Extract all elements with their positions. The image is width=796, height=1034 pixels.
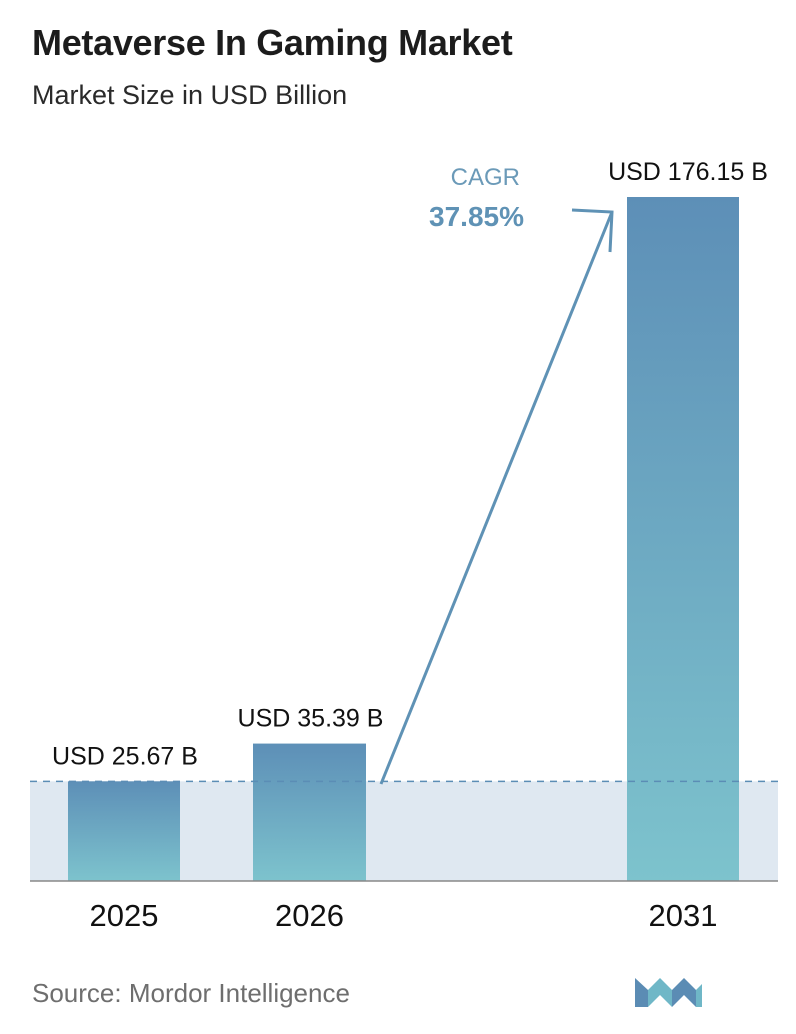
x-tick-label-2026: 2026 — [275, 898, 344, 933]
bars — [68, 197, 739, 881]
x-tick-label-2025: 2025 — [90, 898, 159, 933]
source-text: Source: Mordor Intelligence — [32, 978, 350, 1008]
bar-2025 — [68, 781, 180, 881]
bar-value-label-2026: USD 35.39 B — [238, 705, 384, 733]
bar-value-label-2031: USD 176.15 B — [608, 158, 768, 186]
mordor-intelligence-logo — [635, 978, 702, 1007]
cagr-value: 37.85% — [429, 201, 524, 232]
chart-subtitle: Market Size in USD Billion — [32, 80, 348, 110]
bar-value-labels: USD 25.67 B USD 35.39 B USD 176.15 B — [52, 158, 768, 770]
cagr-label: CAGR — [451, 164, 520, 191]
x-tick-label-2031: 2031 — [649, 898, 718, 933]
x-tick-labels: 2025 2026 2031 — [90, 898, 718, 933]
bar-2026 — [253, 743, 366, 881]
bar-value-label-2025: USD 25.67 B — [52, 742, 198, 770]
bar-2031 — [627, 197, 739, 881]
cagr-arrow — [379, 208, 614, 785]
cagr-arrow-head — [571, 208, 614, 253]
chart-title: Metaverse In Gaming Market — [32, 22, 513, 63]
cagr-arrow-line — [379, 211, 614, 785]
